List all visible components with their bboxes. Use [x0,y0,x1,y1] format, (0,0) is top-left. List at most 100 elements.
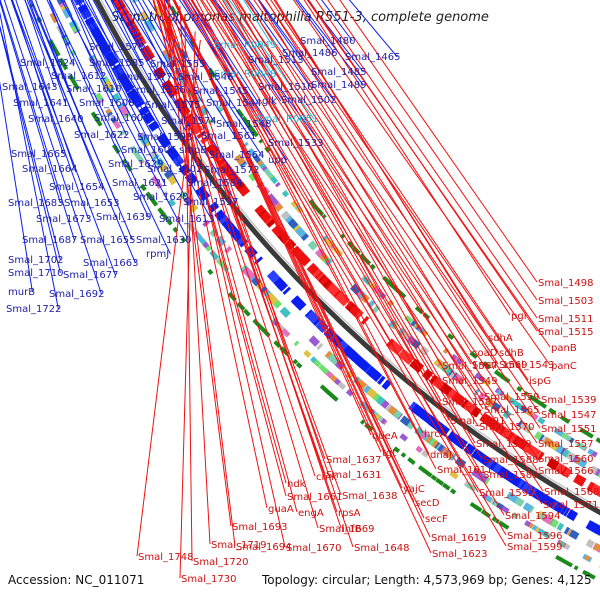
forward-gene-label: glk [262,96,277,107]
forward-connector [142,0,214,122]
category-inner-segment [562,449,570,458]
forward-gene-label: Smal_1576 [130,85,185,96]
category-outer-segment [556,522,565,532]
reverse-connector [257,0,472,353]
forward-gene-segment [485,458,495,469]
forward-gene-label: Smal_1620 [133,192,188,203]
forward-gene-label: Smal_1544 [206,98,261,109]
category-outer-segment [425,435,433,444]
reverse-connector [270,0,529,381]
gc-tick-outer-segment [69,76,76,84]
reverse-gene-label: Smal_1557 [538,439,593,450]
category-inner2-segment [257,160,264,166]
forward-gene-label: Smal_R0048 [214,69,276,80]
gc-tick-outer-segment [491,516,498,522]
forward-gene-label: Smal_1513 [248,55,303,66]
reverse-connector [174,0,403,489]
category-outer2-segment [421,449,430,458]
forward-connector [0,0,61,204]
reverse-gene-label: Smal_1511 [538,314,593,325]
category-outer-segment [68,19,78,28]
category-inner-segment [575,456,582,465]
category-inner2-segment [587,448,595,456]
forward-gene-label: Smal_R0051 [256,114,318,125]
category-inner-segment [307,240,318,251]
category-inner-segment [367,299,376,309]
reverse-gene-segment [254,204,266,216]
reverse-gene-label: Smal_1588 [483,455,538,466]
gc-tick-inner-segment [516,385,523,392]
reverse-connector [172,0,432,554]
reverse-gene-label: Smal_1720 [193,557,248,568]
forward-gene-label: Smal_1502 [281,95,336,106]
reverse-gene-label: Smal_1693 [232,522,287,533]
forward-gene-segment [282,286,292,295]
gc-tick-inner-segment [548,407,553,413]
category-outer2-segment [110,116,118,124]
category-outer-segment [563,526,571,535]
reverse-gene-label: secF [425,514,448,525]
reverse-gene-label: Smal_1515 [538,327,593,338]
gc-tick-inner-segment [308,199,318,209]
forward-gene-label: Smal_1574 [161,116,216,127]
reverse-gene-label: Smal_1670 [286,543,341,554]
reverse-gene-label: Smal_1631 [326,470,381,481]
reverse-gene-label: dnaJ [430,450,452,461]
forward-gene-label: Smal_1546 [178,72,233,83]
category-inner2-segment [216,105,223,112]
reverse-gene-segment [452,393,466,406]
reverse-gene-label: hrcA [424,429,447,440]
reverse-gene-segment [562,467,573,479]
forward-connector [228,0,315,120]
category-outer2-segment [313,359,322,368]
reverse-gene-label: ihfB [342,524,362,535]
reverse-gene-label: sdhA [488,333,513,344]
gc-tick-outer-segment [58,57,67,68]
reverse-gene-segment [259,210,272,224]
forward-gene-segment [306,310,320,324]
forward-gene-label: Smal_R0049 [214,40,276,51]
reverse-gene-label: ispG [529,376,551,387]
reverse-gene-label: Smal_1587 [442,397,497,408]
category-outer-segment [240,264,248,272]
backbone-ring [93,0,600,516]
reverse-connector [185,0,507,536]
forward-gene-label: Smal_1612 [51,71,106,82]
category-inner2-segment [537,416,546,425]
gc-tick-inner-segment [321,213,327,220]
gc-tick-outer-segment [319,384,326,391]
forward-gene-segment [94,35,107,47]
forward-gene-label: Smal_1641 [13,98,68,109]
category-outer-segment [100,75,110,84]
reverse-connector [136,39,201,557]
forward-connector [82,0,132,104]
category-outer2-segment [293,340,300,347]
category-outer2-segment [399,433,409,442]
category-inner-segment [161,48,170,56]
reverse-gene-label: Smal_1547 [541,410,596,421]
category-outer2-segment [209,249,220,261]
reverse-gene-label: Smal_1594 [505,511,560,522]
forward-gene-label: Smal_1510 [258,82,313,93]
forward-connector [0,26,61,274]
category-outer-segment [550,518,560,529]
category-outer2-segment [345,388,354,397]
forward-gene-label: rpmJ [146,249,169,260]
reverse-gene-segment [190,122,202,133]
forward-gene-label: Smal_1673 [36,214,91,225]
reverse-gene-segment [446,388,457,399]
forward-gene-label: Smal_1545 [193,86,248,97]
reverse-gene-label: Smal_1551 [541,424,596,435]
reverse-connector [209,0,544,492]
gc-tick-inner-segment [560,415,570,424]
category-outer2-segment [162,190,169,197]
reverse-connector [236,0,484,397]
category-inner2-segment [442,347,449,354]
category-outer-segment [316,342,324,350]
reverse-gene-label: Smal_1579 [476,439,531,450]
reverse-gene-segment [334,291,349,305]
reverse-gene-segment [482,414,491,424]
gc-tick-inner-segment [247,124,257,135]
forward-connector [63,0,127,136]
